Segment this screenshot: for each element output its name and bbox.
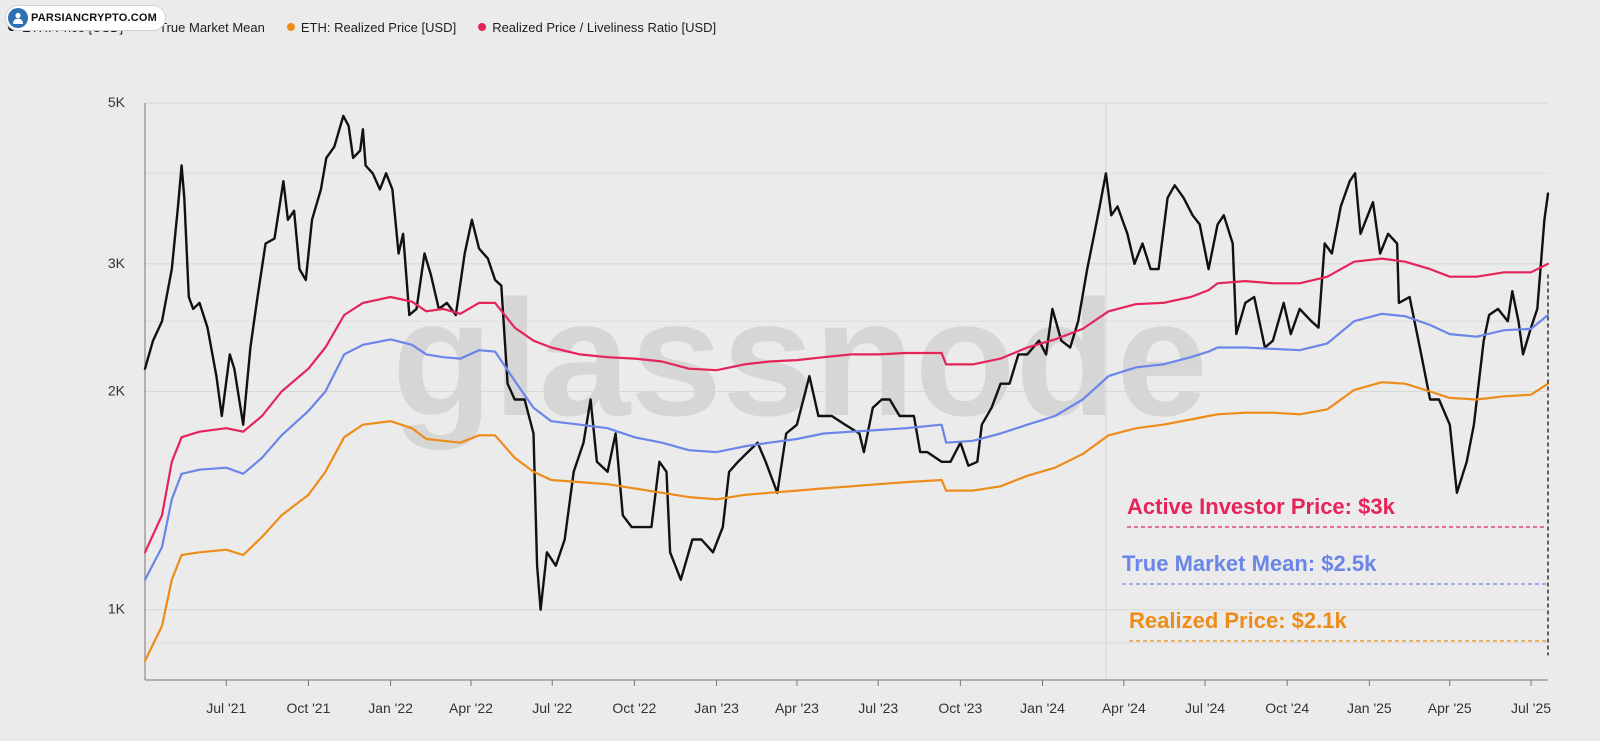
annotation-label: True Market Mean: $2.5k <box>1122 551 1377 576</box>
y-tick-label: 5K <box>108 94 126 110</box>
brand-badge: PARSIANCRYPTO.COM <box>6 6 166 30</box>
legend-label: True Market Mean <box>159 19 265 35</box>
annotation-label: Realized Price: $2.1k <box>1129 608 1347 633</box>
person-logo-icon <box>8 8 28 28</box>
annotation-label: Active Investor Price: $3k <box>1127 494 1396 519</box>
series-line-3 <box>143 381 1550 662</box>
x-tick-label: Oct '22 <box>612 700 656 716</box>
legend-label: Realized Price / Liveliness Ratio [USD] <box>492 19 717 35</box>
legend-dot <box>286 23 295 31</box>
x-tick-label: Jul '21 <box>206 700 246 716</box>
y-tick-label: 2K <box>108 383 126 399</box>
legend-dot <box>478 23 487 31</box>
y-tick-label: 3K <box>108 255 126 271</box>
axis-layer: 1K 2K 3K 5K Jul '21 Oct '21 Jan '22 Apr '22 Jul … <box>108 94 1551 716</box>
grid-layer <box>145 102 1548 680</box>
watermark: glassnode <box>392 266 1208 450</box>
legend-item-liveliness-ratio[interactable]: Realized Price / Liveliness Ratio [USD] <box>478 20 716 35</box>
series-line-0 <box>143 114 1550 611</box>
x-tick-label: Jan '24 <box>1020 700 1065 716</box>
legend-item-realized-price[interactable]: ETH: Realized Price [USD] <box>286 19 457 35</box>
x-tick-label: Jul '25 <box>1511 700 1551 716</box>
x-tick-label: Apr '22 <box>449 700 493 716</box>
series-layer <box>143 114 1550 662</box>
x-tick-label: Oct '24 <box>1265 700 1309 716</box>
x-tick-label: Jan '25 <box>1347 700 1392 716</box>
legend-label: ETH: Realized Price [USD] <box>300 19 457 35</box>
series-line-1 <box>143 257 1550 554</box>
y-tick-label: 1K <box>108 601 126 617</box>
x-tick-label: Apr '24 <box>1102 700 1146 716</box>
annotation-layer: Active Investor Price: $3k True Market Me… <box>1122 274 1549 656</box>
x-tick-label: Jul '22 <box>532 700 572 716</box>
x-tick-label: Apr '23 <box>775 700 819 716</box>
x-tick-label: Jul '23 <box>858 700 898 716</box>
legend: ETH: Price [USD] True Market Mean ETH: R… <box>8 8 716 46</box>
brand-text: PARSIANCRYPTO.COM <box>31 12 158 24</box>
x-tick-label: Jan '23 <box>694 700 739 716</box>
x-tick-label: Oct '23 <box>938 700 982 716</box>
x-tick-label: Apr '25 <box>1428 700 1472 716</box>
x-tick-label: Jan '22 <box>368 700 413 716</box>
x-tick-label: Oct '21 <box>286 700 330 716</box>
series-line-2 <box>143 312 1550 581</box>
x-tick-label: Jul '24 <box>1185 700 1225 716</box>
